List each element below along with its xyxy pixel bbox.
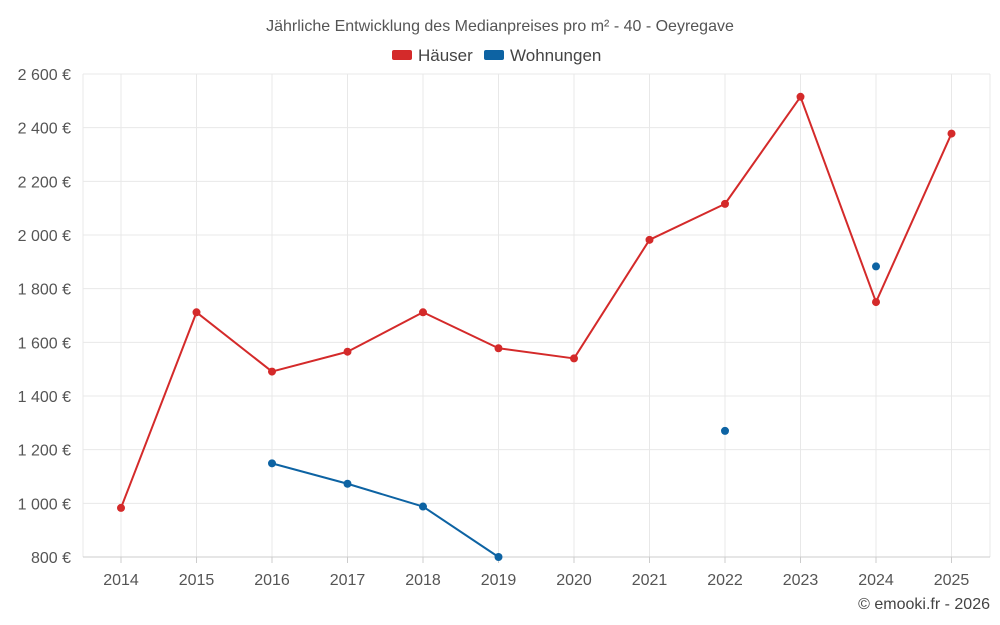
y-tick-label: 2 600 € (18, 67, 71, 84)
y-tick-label: 1 000 € (18, 496, 71, 513)
x-tick-label: 2019 (481, 572, 517, 589)
grid (82, 73, 991, 557)
legend: Häuser Wohnungen (392, 46, 601, 65)
data-point-haeuser[interactable] (494, 344, 503, 353)
x-tick-label: 2025 (934, 572, 970, 589)
x-tick-label: 2018 (405, 572, 441, 589)
credit-text: © emooki.fr - 2026 (858, 596, 990, 613)
x-tick-label: 2024 (858, 572, 894, 589)
x-tick-label: 2014 (103, 572, 139, 589)
legend-label-wohnungen: Wohnungen (510, 46, 601, 65)
legend-item-haeuser[interactable]: Häuser (392, 46, 473, 65)
x-tick-label: 2023 (783, 572, 819, 589)
data-point-haeuser[interactable] (570, 354, 578, 363)
x-tick-label: 2022 (707, 572, 743, 589)
y-tick-label: 1 600 € (18, 335, 71, 352)
y-tick-label: 2 400 € (18, 121, 71, 138)
y-tick-label: 2 200 € (18, 174, 71, 191)
y-tick-label: 1 800 € (18, 282, 71, 299)
legend-item-wohnungen[interactable]: Wohnungen (484, 46, 601, 65)
data-point-wohnungen[interactable] (721, 426, 729, 435)
data-point-haeuser[interactable] (645, 235, 654, 244)
y-tick-label: 1 200 € (18, 443, 71, 460)
chart-title: Jährliche Entwicklung des Medianpreises … (266, 18, 734, 35)
series-line-haeuser (120, 95, 953, 509)
data-point-haeuser[interactable] (117, 503, 125, 512)
data-point-wohnungen[interactable] (872, 262, 880, 271)
x-tick-label: 2015 (179, 572, 215, 589)
data-point-haeuser[interactable] (796, 92, 805, 101)
data-point-haeuser[interactable] (721, 199, 729, 208)
x-tick-label: 2020 (556, 572, 592, 589)
y-tick-label: 800 € (31, 550, 71, 567)
data-point-haeuser[interactable] (419, 308, 427, 317)
x-tick-label: 2021 (632, 572, 668, 589)
data-point-haeuser[interactable] (872, 298, 880, 307)
data-point-haeuser[interactable] (947, 129, 956, 138)
x-tick-label: 2016 (254, 572, 290, 589)
data-point-haeuser[interactable] (268, 367, 276, 376)
data-point-haeuser[interactable] (192, 308, 201, 317)
data-point-wohnungen[interactable] (494, 553, 503, 561)
legend-swatch-wohnungen (484, 50, 504, 60)
y-tick-label: 2 000 € (18, 228, 71, 245)
series-line-wohnungen (271, 462, 500, 558)
data-point-haeuser[interactable] (343, 347, 352, 356)
data-point-wohnungen[interactable] (268, 459, 276, 468)
legend-label-haeuser: Häuser (418, 46, 473, 65)
axes: 800 € 1 000 € 1 200 € 1 400 € 1 600 € 1 800 €… (18, 67, 990, 589)
data-point-wohnungen[interactable] (343, 479, 352, 488)
legend-swatch-haeuser (392, 50, 412, 60)
y-tick-label: 1 400 € (18, 389, 71, 406)
data-point-wohnungen[interactable] (419, 502, 427, 511)
series (117, 92, 956, 561)
x-tick-label: 2017 (330, 572, 366, 589)
